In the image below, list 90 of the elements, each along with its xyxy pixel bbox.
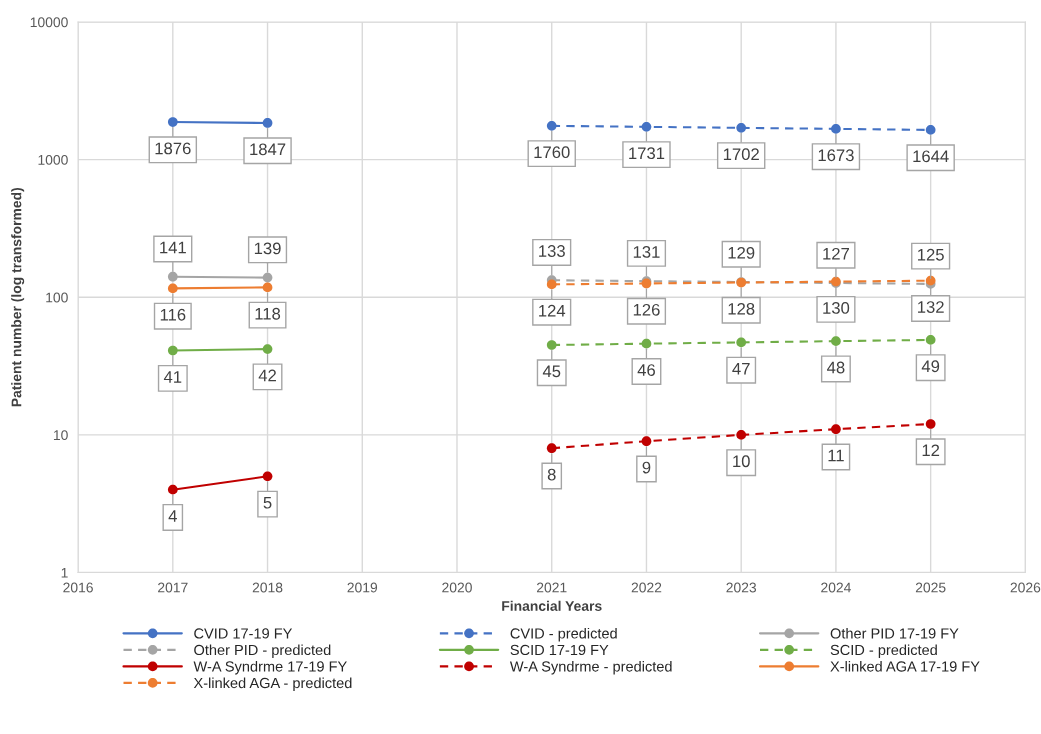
legend-label: X-linked AGA - predicted [193, 677, 352, 692]
x-tick-label: 2026 [1010, 582, 1041, 593]
data-label: 139 [254, 242, 281, 255]
legend-label: SCID 17-19 FY [510, 644, 609, 656]
x-tick-label: 2018 [252, 582, 283, 593]
data-label: 8 [547, 468, 556, 481]
data-label: 1760 [534, 146, 570, 159]
data-label: 131 [633, 246, 660, 258]
point [262, 272, 273, 283]
data-label: 1847 [250, 143, 286, 156]
point [925, 419, 936, 429]
data-label: 41 [163, 371, 182, 383]
x-tick-label: 2025 [915, 582, 946, 593]
data-label: 124 [539, 304, 566, 317]
point [736, 123, 747, 133]
point [546, 340, 557, 350]
y-tick-label: 100 [46, 292, 68, 303]
point [262, 282, 273, 293]
point [641, 121, 652, 132]
x-tick-label: 2023 [726, 582, 757, 593]
data-label: 125 [918, 248, 944, 261]
point [167, 484, 178, 495]
x-tick-label: 2017 [158, 582, 188, 593]
legend-label: W-A Syndrme 17-19 FY [193, 660, 347, 675]
x-tick-label: 2024 [821, 582, 851, 593]
data-label: 1644 [913, 150, 949, 163]
point [546, 443, 557, 454]
x-tick-label: 2021 [536, 582, 567, 593]
y-tick-label: 10000 [30, 17, 68, 28]
x-tick-label: 2020 [442, 582, 472, 593]
legend-label: CVID 17-19 FY [194, 628, 293, 639]
data-label: 5 [263, 496, 272, 509]
y-tick-label: 1 [61, 568, 68, 578]
data-label: 49 [921, 360, 940, 373]
point [546, 279, 557, 290]
x-tick-label: 2019 [347, 582, 378, 593]
point [167, 117, 178, 127]
point [925, 275, 936, 286]
point [546, 121, 557, 131]
legend-label: X-linked AGA 17-19 FY [830, 660, 980, 672]
legend-label: CVID - predicted [510, 627, 617, 642]
data-label: 127 [823, 247, 849, 260]
data-label: 48 [827, 361, 845, 374]
data-label: 11 [828, 449, 844, 462]
legend-label: W-A Syndrme - predicted [509, 660, 672, 675]
point [831, 424, 841, 435]
data-label: 4 [168, 510, 177, 522]
data-label: 133 [539, 245, 565, 257]
point [641, 436, 652, 447]
data-label: 141 [160, 241, 186, 254]
point [262, 118, 273, 128]
data-label: 10 [733, 455, 750, 468]
data-label: 132 [918, 301, 944, 313]
point [262, 344, 273, 354]
legend-label: Other PID 17-19 FY [830, 627, 959, 639]
point [831, 124, 841, 134]
x-tick-label: 2022 [631, 582, 662, 593]
legend-label: SCID - predicted [830, 644, 937, 658]
y-tick-label: 10 [53, 430, 68, 441]
point [167, 345, 178, 356]
point [262, 471, 273, 482]
data-label: 128 [728, 302, 755, 315]
data-label: 126 [633, 303, 660, 316]
point [831, 336, 841, 346]
data-label: 46 [637, 364, 655, 376]
data-label: 45 [542, 365, 561, 378]
data-label: 42 [258, 369, 276, 382]
point [736, 430, 747, 440]
data-label: 130 [823, 302, 850, 314]
x-tick-label: 2016 [63, 582, 93, 593]
data-label: 1702 [723, 148, 759, 161]
data-label: 1673 [818, 149, 854, 162]
data-label: 116 [160, 308, 186, 321]
data-label: 47 [732, 363, 750, 375]
y-axis-title: Patient number (log transformed) [11, 187, 25, 407]
point [925, 125, 936, 135]
point [167, 271, 178, 282]
data-label: 118 [255, 307, 281, 320]
data-label: 129 [728, 246, 755, 259]
x-axis-title: Financial Years [502, 600, 602, 611]
point [925, 335, 936, 345]
data-label: 12 [922, 444, 940, 457]
point [167, 283, 178, 294]
data-label: 1731 [629, 147, 665, 160]
point [641, 338, 652, 349]
point [736, 337, 747, 348]
data-label: 9 [642, 461, 651, 474]
y-tick-label: 1000 [38, 154, 68, 165]
data-label: 1876 [155, 142, 191, 155]
legend-label: Other PID - predicted [194, 644, 331, 658]
